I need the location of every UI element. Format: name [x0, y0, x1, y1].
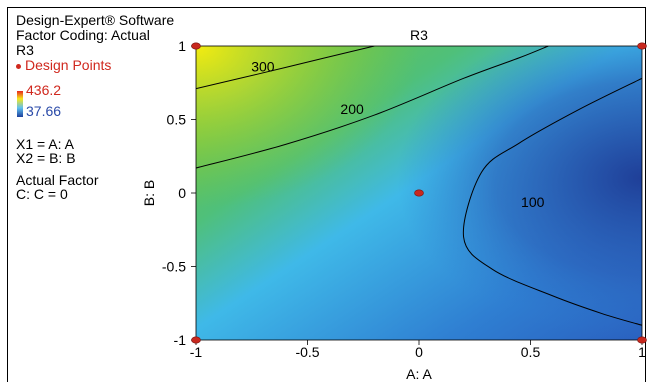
y-tick-label: 0 — [178, 185, 186, 201]
design-points — [191, 42, 647, 344]
x1-definition: X1 = A: A — [16, 136, 74, 152]
design-point — [414, 189, 424, 197]
actual-factor-value: C: C = 0 — [16, 186, 68, 202]
y-axis-label: B: B — [141, 180, 157, 206]
x-tick-label: 0 — [415, 344, 423, 360]
factor-coding: Factor Coding: Actual — [16, 27, 150, 43]
design-point — [191, 336, 201, 344]
design-point — [637, 42, 647, 50]
color-scale-bar — [17, 91, 23, 117]
x-tick-label: 0.5 — [521, 344, 541, 360]
contour-line-200 — [196, 46, 549, 169]
response-name: R3 — [16, 42, 34, 58]
contour-line-300 — [196, 46, 375, 90]
chart-title: R3 — [410, 27, 428, 43]
frame-top-border — [7, 7, 645, 8]
design-points-label: Design Points — [25, 57, 112, 73]
contour-label-200: 200 — [340, 101, 364, 117]
x-tick-label: 1 — [638, 344, 646, 360]
contour-label-300: 300 — [251, 59, 275, 75]
x-axis: -1 -0.5 0 0.5 1 — [190, 340, 646, 360]
contour-label-100: 100 — [521, 194, 545, 210]
color-scale-high: 436.2 — [26, 82, 62, 98]
y-axis: -1 -0.5 0 0.5 1 — [162, 38, 196, 348]
software-name: Design-Expert® Software — [16, 12, 175, 28]
x-axis-label: A: A — [406, 366, 432, 382]
y-tick-label: -0.5 — [162, 259, 186, 275]
frame-right-border — [645, 7, 646, 382]
contour-lines — [196, 46, 642, 326]
factor-definitions: X1 = A: A X2 = B: B — [16, 137, 76, 165]
contour-labels: 300 200 100 — [251, 59, 544, 210]
actual-factor-block: Actual Factor C: C = 0 — [16, 173, 98, 201]
design-point-icon — [16, 63, 21, 69]
y-tick-label: -1 — [174, 332, 187, 348]
design-point — [191, 42, 201, 50]
actual-factor-title: Actual Factor — [16, 172, 99, 188]
frame-left-border — [7, 7, 8, 382]
y-tick-label: 0.5 — [167, 112, 187, 128]
color-scale-low: 37.66 — [26, 103, 62, 119]
design-points-legend: Design Points — [16, 58, 174, 73]
legend-panel: Design-Expert® Software Factor Coding: A… — [16, 13, 174, 73]
contour-line-100 — [462, 77, 642, 326]
y-tick-label: 1 — [178, 38, 186, 54]
design-point — [637, 336, 647, 344]
x-tick-label: -1 — [190, 344, 203, 360]
x2-definition: X2 = B: B — [16, 150, 76, 166]
x-tick-label: -0.5 — [295, 344, 319, 360]
